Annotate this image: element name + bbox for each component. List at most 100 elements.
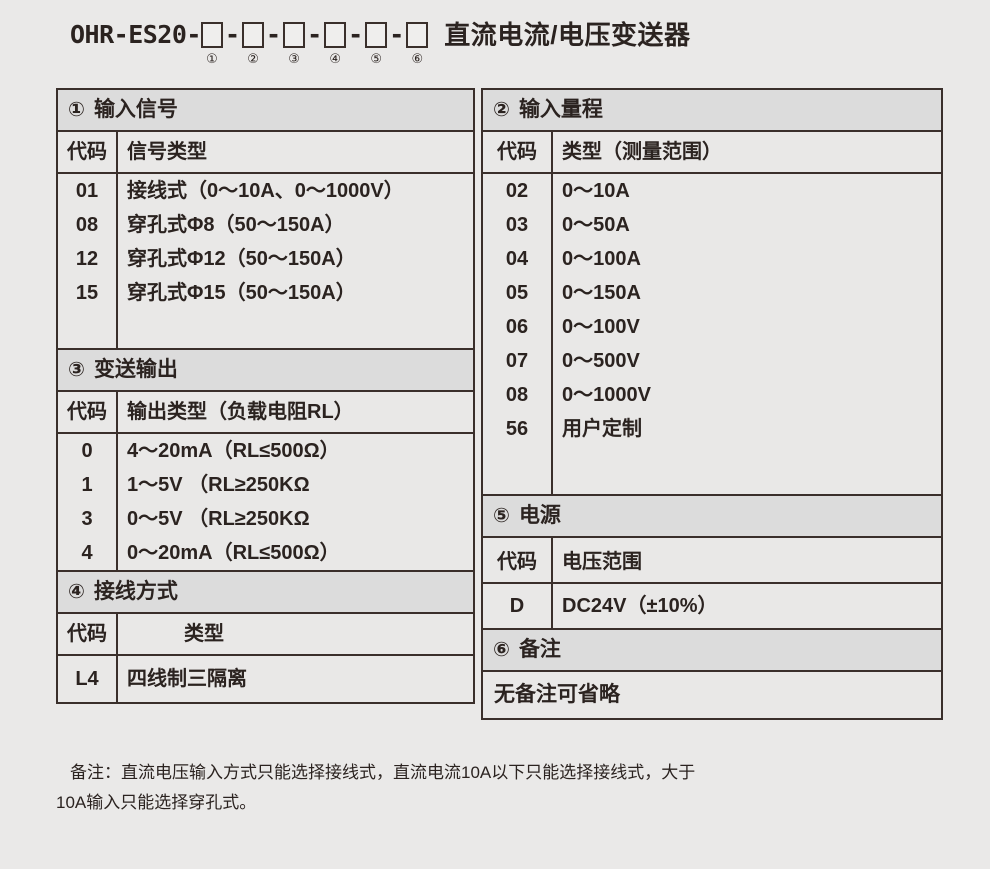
section-number-4: ④ <box>68 581 85 603</box>
table-row[interactable]: 56 用户定制 <box>483 412 941 446</box>
table-row[interactable]: 04 0～100A <box>483 242 941 276</box>
cell-value: 穿孔式Φ12（50～150A） <box>127 248 356 270</box>
section-title-2: 输入量程 <box>518 98 603 121</box>
cell-value: 四线制三隔离 <box>127 668 247 690</box>
table-row[interactable]: 4 0～20mA（RL≤500Ω） <box>58 536 473 570</box>
cell-value: 0～20mA（RL≤500Ω） <box>127 542 340 564</box>
cell-code: 05 <box>483 276 553 310</box>
table-row[interactable]: 15 穿孔式Φ15（50～150A） <box>58 276 473 310</box>
table-row[interactable]: 0 4～20mA（RL≤500Ω） <box>58 434 473 468</box>
table-filler-row-1 <box>58 310 473 348</box>
model-dash-5: - <box>389 20 405 49</box>
footnote-line-2: 10A输入只能选择穿孔式。 <box>56 793 257 812</box>
model-dash-3: - <box>307 20 323 49</box>
cell-value: 穿孔式Φ15（50～150A） <box>127 282 356 304</box>
slot-box-3[interactable] <box>283 22 306 48</box>
slot-marker-5: ⑤ <box>370 52 383 67</box>
slot-box-5[interactable] <box>365 22 388 48</box>
filler-value-cell <box>553 446 941 494</box>
model-slot-6[interactable]: ⑥ <box>406 18 429 69</box>
column-header-code-4: 代码 <box>58 614 118 654</box>
table-row[interactable]: 07 0～500V <box>483 344 941 378</box>
table-row[interactable]: 02 0～10A <box>483 174 941 208</box>
footnote: 备注：直流电压输入方式只能选择接线式，直流电流10A以下只能选择接线式，大于 1… <box>56 758 946 818</box>
model-slot-2[interactable]: ② <box>242 18 265 69</box>
cell-value: 0～500V <box>562 350 640 372</box>
table-row[interactable]: 01 接线式（0～10A、0～1000V） <box>58 174 473 208</box>
table-row[interactable]: D DC24V（±10%） <box>483 584 941 628</box>
cell-value: 0～150A <box>562 282 641 304</box>
section-6-body: 无备注可省略 <box>483 672 941 718</box>
cell-value: 0～5V （RL≥250KΩ <box>127 508 310 530</box>
cell-value: 接线式（0～10A、0～1000V） <box>127 180 404 202</box>
model-slot-5[interactable]: ⑤ <box>365 18 388 69</box>
cell-code: 04 <box>483 242 553 276</box>
slot-box-6[interactable] <box>406 22 429 48</box>
model-slot-1[interactable]: ① <box>200 18 223 69</box>
filler-value-cell <box>118 310 473 348</box>
slot-box-2[interactable] <box>242 22 265 48</box>
model-prefix: OHR-ES20- <box>70 20 201 49</box>
column-header-row-2: 代码 类型（测量范围） <box>483 132 941 174</box>
model-slot-3[interactable]: ③ <box>283 18 306 69</box>
column-header-value-2: 类型（测量范围） <box>562 141 722 163</box>
slot-marker-2: ② <box>247 52 259 67</box>
spec-table-left: ① 输入信号 代码 信号类型 01 接线式（0～10A、0～1000V） 08 穿… <box>56 88 475 704</box>
column-header-code-5: 代码 <box>483 538 553 582</box>
slot-marker-6: ⑥ <box>411 52 424 67</box>
filler-code-cell <box>483 446 553 494</box>
slot-box-1[interactable] <box>200 22 223 48</box>
cell-value: 0～1000V <box>562 384 651 406</box>
section-title-4: 接线方式 <box>93 580 178 603</box>
table-row[interactable]: 03 0～50A <box>483 208 941 242</box>
cell-code: 12 <box>58 242 118 276</box>
model-dash-4: - <box>348 20 364 49</box>
column-header-code-2: 代码 <box>483 132 553 172</box>
slot-marker-1: ① <box>206 52 218 67</box>
slot-marker-4: ④ <box>329 52 341 67</box>
model-code-line: OHR-ES20- ① - ② - ③ - ④ - ⑤ - ⑥ 直流 <box>70 18 691 69</box>
cell-code: 4 <box>58 536 118 570</box>
cell-code: 02 <box>483 174 553 208</box>
table-row[interactable]: 12 穿孔式Φ12（50～150A） <box>58 242 473 276</box>
table-row[interactable]: 3 0～5V （RL≥250KΩ <box>58 502 473 536</box>
spec-table-right: ② 输入量程 代码 类型（测量范围） 02 0～10A 03 0～50A 04 0… <box>481 88 943 720</box>
section-header-3: ③ 变送输出 <box>58 348 473 392</box>
section-header-6: ⑥ 备注 <box>483 628 941 672</box>
table-row[interactable]: L4 四线制三隔离 <box>58 656 473 702</box>
cell-value: 穿孔式Φ8（50～150A） <box>127 214 345 236</box>
column-header-row-1: 代码 信号类型 <box>58 132 473 174</box>
table-row[interactable]: 1 1～5V （RL≥250KΩ <box>58 468 473 502</box>
slot-marker-3: ③ <box>288 52 300 67</box>
table-row[interactable]: 06 0～100V <box>483 310 941 344</box>
model-slot-4[interactable]: ④ <box>324 18 347 69</box>
table-row[interactable]: 08 穿孔式Φ8（50～150A） <box>58 208 473 242</box>
column-header-value-1: 信号类型 <box>127 141 207 163</box>
section-number-6: ⑥ <box>493 639 510 661</box>
model-slots: ① - ② - ③ - ④ - ⑤ - ⑥ <box>200 18 429 69</box>
cell-value: 0～100V <box>562 316 640 338</box>
column-header-row-5: 代码 电压范围 <box>483 538 941 584</box>
filler-code-cell <box>58 310 118 348</box>
section-number-1: ① <box>68 99 85 121</box>
slot-box-4[interactable] <box>324 22 347 48</box>
table-row[interactable]: 05 0～150A <box>483 276 941 310</box>
table-row[interactable]: 08 0～1000V <box>483 378 941 412</box>
cell-code: 08 <box>483 378 553 412</box>
cell-code: D <box>483 584 553 628</box>
cell-code: 0 <box>58 434 118 468</box>
cell-code: L4 <box>58 656 118 702</box>
cell-code: 15 <box>58 276 118 310</box>
section-header-5: ⑤ 电源 <box>483 494 941 538</box>
cell-value: 4～20mA（RL≤500Ω） <box>127 440 340 462</box>
cell-value: 用户定制 <box>562 418 642 440</box>
cell-code: 56 <box>483 412 553 446</box>
cell-code: 3 <box>58 502 118 536</box>
cell-code: 06 <box>483 310 553 344</box>
cell-value: 0～50A <box>562 214 630 236</box>
product-title: 直流电流/电压变送器 <box>444 20 691 50</box>
cell-code: 03 <box>483 208 553 242</box>
cell-value: DC24V（±10%） <box>562 595 718 617</box>
section-title-5: 电源 <box>518 504 561 527</box>
section-title-3: 变送输出 <box>93 358 178 381</box>
